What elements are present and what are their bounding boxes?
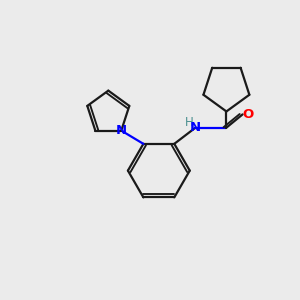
Text: O: O	[242, 108, 253, 121]
Text: N: N	[116, 124, 127, 137]
Text: H: H	[184, 116, 194, 129]
Text: N: N	[190, 121, 201, 134]
